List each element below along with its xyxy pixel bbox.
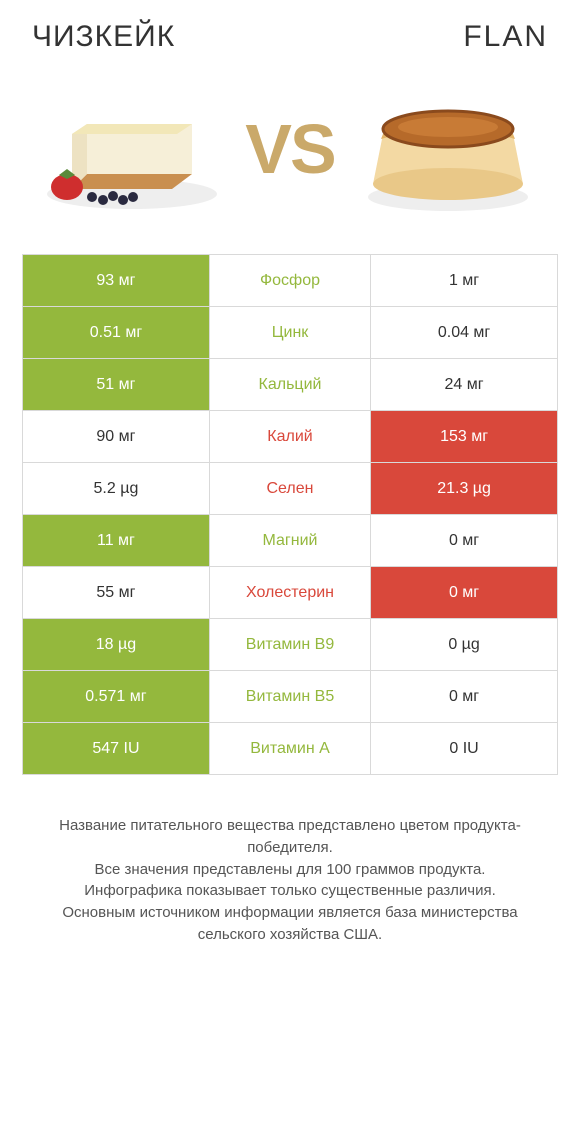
table-row: 0.51 мгЦинк0.04 мг bbox=[23, 307, 557, 359]
value-product-a: 0.571 мг bbox=[23, 671, 210, 722]
table-row: 18 µgВитамин B90 µg bbox=[23, 619, 557, 671]
table-row: 51 мгКальций24 мг bbox=[23, 359, 557, 411]
nutrient-label: Цинк bbox=[210, 307, 370, 358]
value-product-a: 18 µg bbox=[23, 619, 210, 670]
hero-row: VS bbox=[22, 64, 558, 254]
footer-line: Название питательного вещества представл… bbox=[32, 815, 548, 859]
value-product-b: 0.04 мг bbox=[370, 307, 557, 358]
value-product-b: 0 мг bbox=[370, 567, 557, 618]
value-product-a: 11 мг bbox=[23, 515, 210, 566]
table-row: 0.571 мгВитамин B50 мг bbox=[23, 671, 557, 723]
table-row: 93 мгФосфор1 мг bbox=[23, 255, 557, 307]
nutrient-label: Селен bbox=[210, 463, 370, 514]
value-product-a: 5.2 µg bbox=[23, 463, 210, 514]
cheesecake-illustration bbox=[32, 74, 232, 224]
table-row: 11 мгМагний0 мг bbox=[23, 515, 557, 567]
value-product-a: 55 мг bbox=[23, 567, 210, 618]
product-b-title: FLAN bbox=[463, 20, 548, 54]
nutrient-label: Кальций bbox=[210, 359, 370, 410]
nutrient-label: Холестерин bbox=[210, 567, 370, 618]
nutrient-label: Витамин A bbox=[210, 723, 370, 774]
product-a-title: ЧИЗКЕЙК bbox=[32, 20, 175, 54]
table-row: 55 мгХолестерин0 мг bbox=[23, 567, 557, 619]
footer-notes: Название питательного вещества представл… bbox=[22, 775, 558, 946]
value-product-b: 21.3 µg bbox=[370, 463, 557, 514]
footer-line: Инфографика показывает только существенн… bbox=[32, 880, 548, 902]
value-product-b: 24 мг bbox=[370, 359, 557, 410]
flan-illustration bbox=[348, 74, 548, 224]
nutrient-label: Калий bbox=[210, 411, 370, 462]
value-product-b: 1 мг bbox=[370, 255, 557, 306]
value-product-b: 0 мг bbox=[370, 671, 557, 722]
value-product-a: 547 IU bbox=[23, 723, 210, 774]
nutrient-label: Витамин B5 bbox=[210, 671, 370, 722]
value-product-a: 93 мг bbox=[23, 255, 210, 306]
comparison-table: 93 мгФосфор1 мг0.51 мгЦинк0.04 мг51 мгКа… bbox=[22, 254, 558, 775]
value-product-b: 0 µg bbox=[370, 619, 557, 670]
nutrient-label: Фосфор bbox=[210, 255, 370, 306]
nutrient-label: Магний bbox=[210, 515, 370, 566]
footer-line: Все значения представлены для 100 граммо… bbox=[32, 859, 548, 881]
vs-label: VS bbox=[245, 109, 334, 189]
footer-line: Основным источником информации является … bbox=[32, 902, 548, 946]
value-product-b: 0 IU bbox=[370, 723, 557, 774]
value-product-a: 51 мг bbox=[23, 359, 210, 410]
table-row: 90 мгКалий153 мг bbox=[23, 411, 557, 463]
table-row: 5.2 µgСелен21.3 µg bbox=[23, 463, 557, 515]
value-product-b: 153 мг bbox=[370, 411, 557, 462]
table-row: 547 IUВитамин A0 IU bbox=[23, 723, 557, 775]
value-product-b: 0 мг bbox=[370, 515, 557, 566]
value-product-a: 0.51 мг bbox=[23, 307, 210, 358]
value-product-a: 90 мг bbox=[23, 411, 210, 462]
nutrient-label: Витамин B9 bbox=[210, 619, 370, 670]
